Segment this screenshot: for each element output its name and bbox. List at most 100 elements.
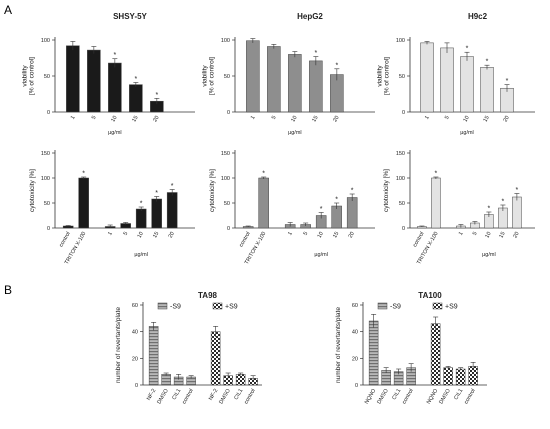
y-tick-label: 100 [396,176,405,182]
bar [440,47,454,113]
x-tick-label: CIL1 [233,388,244,401]
y-tick-label: 100 [41,38,50,44]
y-tick-label: 150 [396,151,405,157]
x-tick-label: 1 [70,115,77,121]
y-axis-label: cytotoxicity [%] [209,169,216,212]
panel-label-b: B [4,283,12,297]
x-tick-label: 1 [250,115,257,121]
x-tick-label: 5 [444,115,451,121]
bar [235,374,246,386]
significance-star: * [140,201,143,208]
significance-star: * [335,62,338,69]
y-axis-label: [% of control] [29,57,36,95]
y-axis-label: cytotoxicity [%] [29,169,36,212]
x-tick-label: control [181,388,194,405]
y-tick-label: 100 [396,38,405,44]
x-tick-label: 1 [287,231,294,237]
x-axis-unit-label: µg/ml [134,252,148,258]
y-tick-label: 0 [402,110,405,116]
y-axis-label: number of revertants/plate [115,307,122,383]
y-tick-label: 50 [399,201,405,207]
x-tick-label: 10 [110,115,118,123]
x-tick-label: 10 [317,231,325,239]
y-tick-label: 0 [355,383,358,389]
x-tick-label: DMSO [218,387,232,405]
bar [460,56,474,113]
chart-title: HepG2 [297,12,323,21]
chart-ta98: 0 20 40 60 number of revertants/plate TA98 NF-… [115,291,262,405]
y-tick-label: 60 [352,303,358,309]
y-tick-label: 20 [352,356,358,362]
x-tick-label: 20 [152,115,160,123]
y-axis-label: [% of control] [384,57,391,95]
x-tick-label: control [463,388,476,405]
bar [420,42,434,113]
x-tick-label: 10 [484,231,492,239]
y-tick-label: 40 [132,330,138,336]
x-tick-label: CIL1 [391,388,402,401]
y-tick-label: 150 [41,151,50,157]
y-tick-label: 100 [221,38,230,44]
y-tick-label: 60 [132,303,138,309]
x-tick-label: control [401,388,414,405]
y-tick-label: 0 [227,110,230,116]
bar [431,177,441,229]
significance-star: * [486,59,489,66]
x-axis-unit-label: µg/ml [108,130,122,136]
x-tick-label: 10 [462,115,470,123]
y-tick-label: 0 [47,110,50,116]
legend-swatch-plus-s9 [212,302,223,310]
bar [331,205,342,229]
x-tick-label: NF-2 [146,388,157,402]
x-tick-label: control [238,231,251,248]
x-tick-label: DMSO [438,387,452,405]
significance-star: * [335,197,338,204]
x-tick-label: 20 [348,231,356,239]
y-tick-label: 50 [224,74,230,80]
bar [267,46,281,113]
x-tick-label: 5 [303,231,310,237]
bar [78,177,89,229]
significance-star: * [82,171,85,178]
bar [87,49,101,113]
y-tick-label: 20 [132,356,138,362]
legend-label-plus-s9: +S9 [225,304,238,311]
x-tick-label: CIL1 [171,388,182,401]
x-tick-label: 1 [458,231,465,237]
x-tick-label: 15 [482,115,490,123]
y-tick-label: 50 [399,74,405,80]
x-tick-label: 5 [271,115,278,121]
x-axis-unit-label: µg/ml [460,130,474,136]
x-tick-label: DMSO [376,387,390,405]
x-tick-label: 15 [498,231,506,239]
bar [430,323,441,386]
y-tick-label: 50 [224,201,230,207]
x-tick-label: 20 [512,231,520,239]
y-axis-label: [% of control] [209,57,216,95]
y-axis-label: viability [377,65,384,87]
y-tick-label: 40 [352,330,358,336]
bar [166,192,178,229]
significance-star: * [320,206,323,213]
x-tick-label: control [243,388,256,405]
x-tick-label: control [58,231,71,248]
chart-title: H9c2 [468,12,488,21]
significance-star: * [262,171,265,178]
chart-title: TA98 [198,291,218,300]
x-tick-label: 1 [107,231,114,237]
bar [480,67,494,113]
legend-swatch-minus-s9 [377,302,388,310]
bar [443,367,453,386]
y-tick-label: 0 [402,226,405,232]
x-tick-label: DMSO [156,387,170,405]
significance-star: * [506,78,509,85]
legend-label-plus-s9: +S9 [445,304,458,311]
y-tick-label: 150 [221,151,230,157]
y-axis-label: viability [22,65,29,87]
x-tick-label: 15 [332,231,340,239]
x-tick-label: 20 [502,115,510,123]
